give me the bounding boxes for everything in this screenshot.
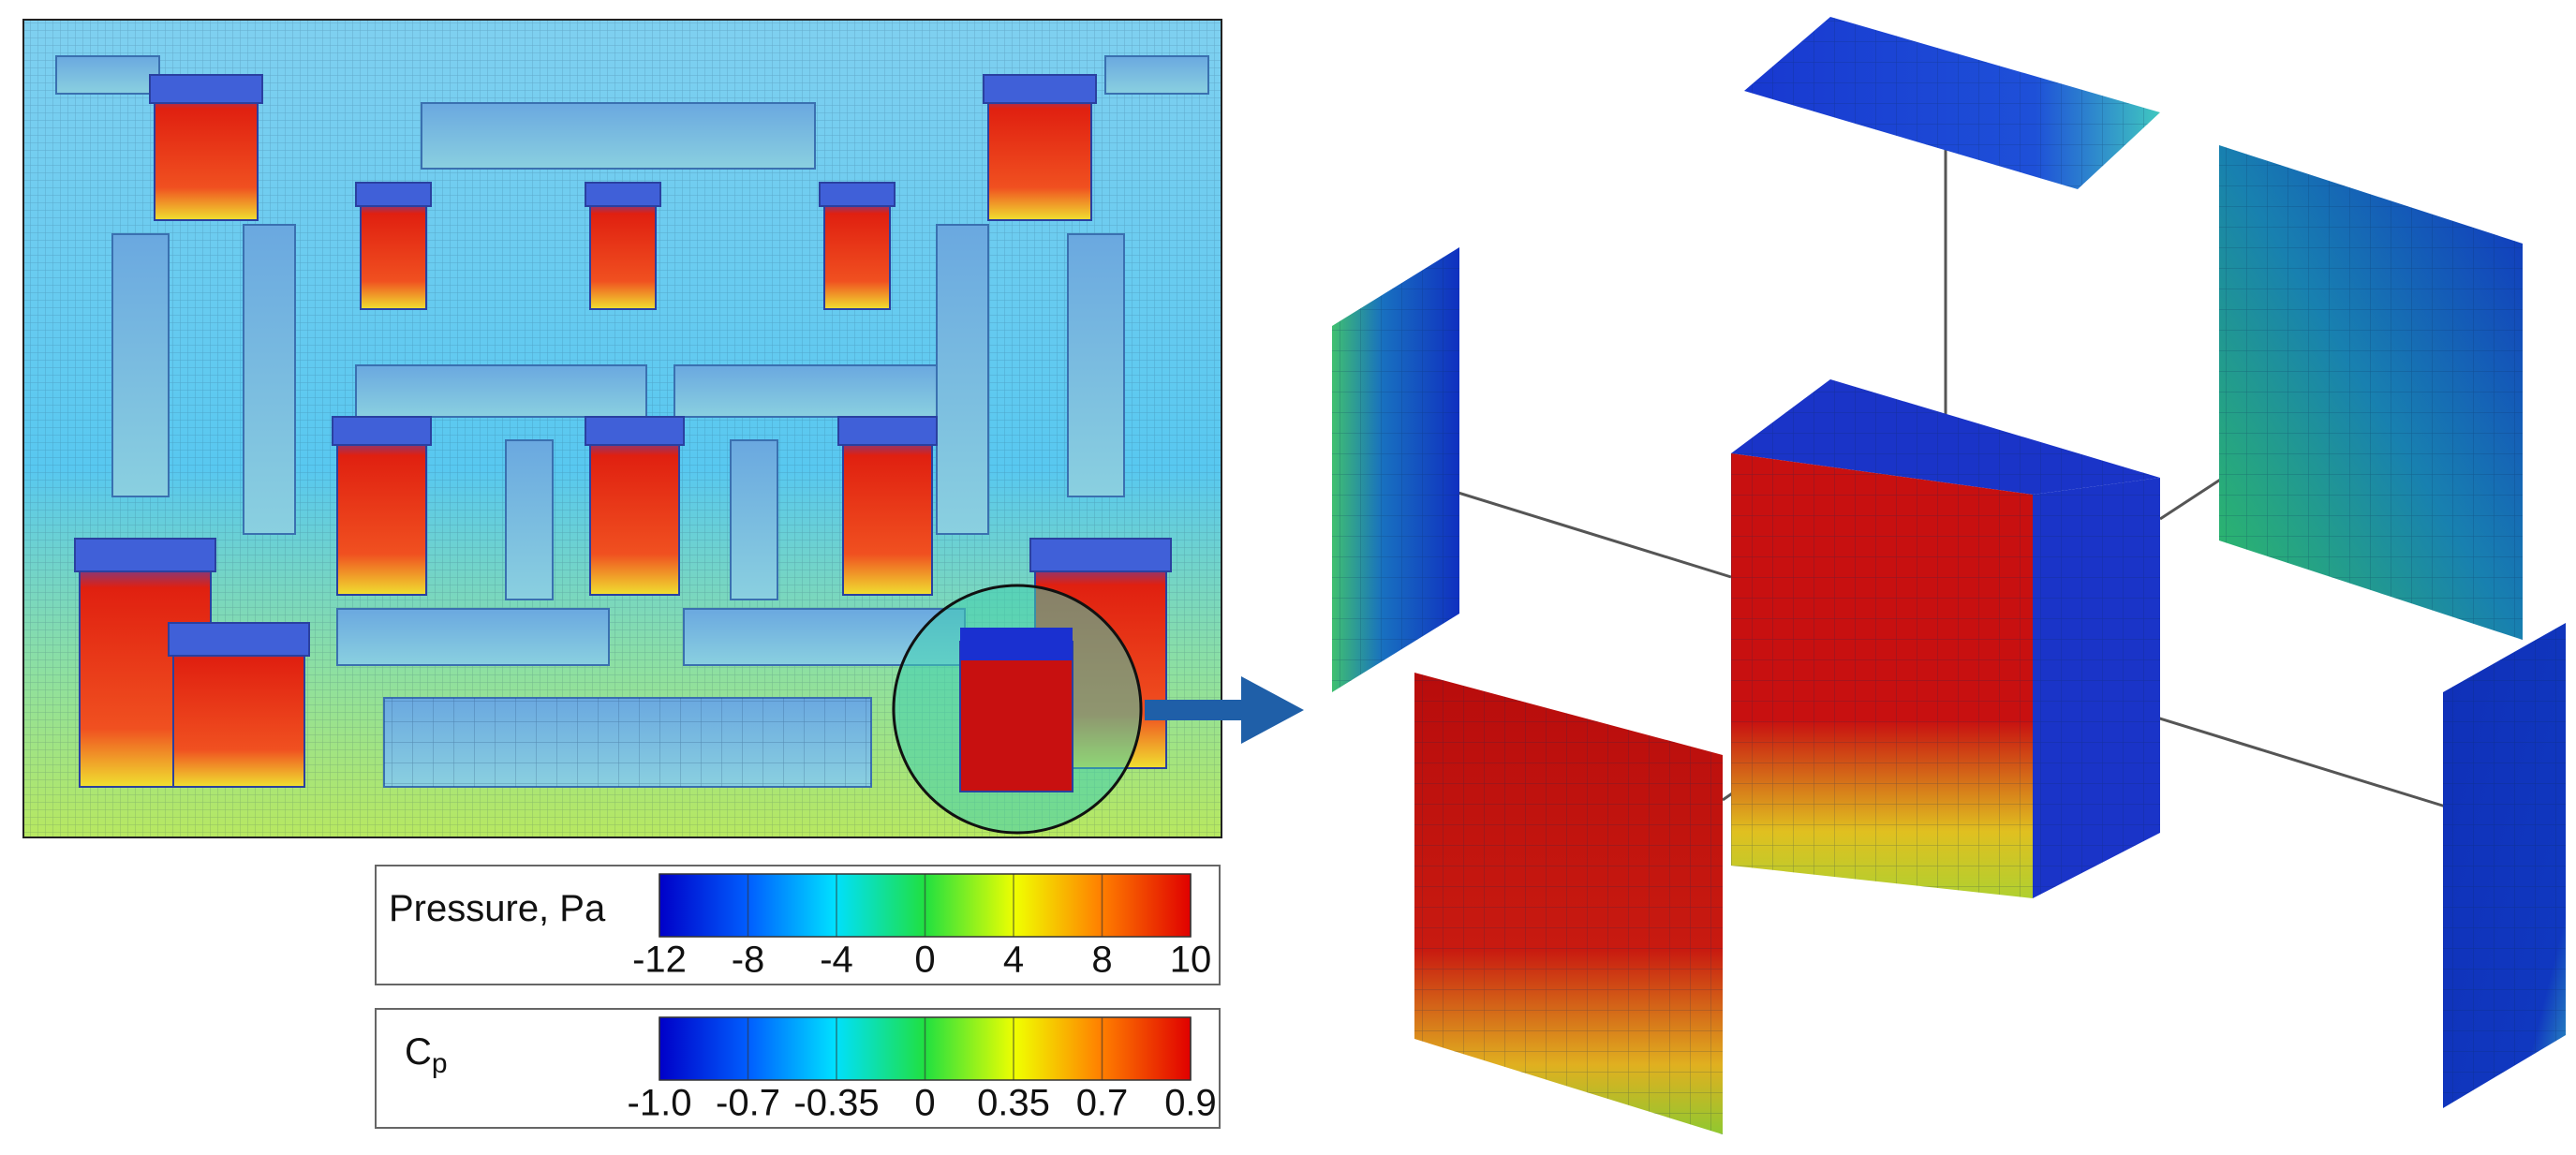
colorbar-tick-label: -8 bbox=[732, 940, 765, 981]
colorbar-tick-label: -1.0 bbox=[628, 1083, 692, 1124]
colorbar-tick-label: 0.7 bbox=[1076, 1083, 1129, 1124]
colorbar-tick-label: 0.35 bbox=[977, 1083, 1050, 1124]
legend-title-text: Pressure, Pa bbox=[389, 888, 606, 929]
colorbar-tick-label: 0 bbox=[914, 940, 935, 981]
legend-title: Cp bbox=[405, 1031, 448, 1079]
colorbar-tick-label: 0.9 bbox=[1164, 1083, 1217, 1124]
exploded-cube bbox=[1332, 17, 2566, 1134]
legend-title-subscript: p bbox=[432, 1048, 448, 1079]
colorbar-tick-label: 0 bbox=[914, 1083, 935, 1124]
colorbar-tick-label: -0.7 bbox=[716, 1083, 780, 1124]
colorbar-legend: Cp -1.0 -0.7 -0.35 0 0.35 0.7 0.9 bbox=[405, 1016, 1217, 1124]
panel-border bbox=[22, 19, 1222, 838]
urban-model bbox=[23, 20, 1221, 837]
colorbar-tick-label: 10 bbox=[1170, 940, 1212, 981]
colorbar-tick-label: 4 bbox=[1003, 940, 1024, 981]
legend-title-text: C bbox=[405, 1031, 432, 1073]
colorbar-tick-label: -4 bbox=[820, 940, 853, 981]
colorbar-tick-label: 8 bbox=[1091, 940, 1112, 981]
colorbar-tick-label: -0.35 bbox=[793, 1083, 879, 1124]
colorbar-tick-label: -12 bbox=[632, 940, 687, 981]
zoom-arrow bbox=[1145, 676, 1304, 744]
colorbar-legend: Pressure, Pa -12 -8 -4 0 4 8 10 bbox=[389, 873, 1212, 981]
legend-title: Pressure, Pa bbox=[389, 888, 606, 929]
